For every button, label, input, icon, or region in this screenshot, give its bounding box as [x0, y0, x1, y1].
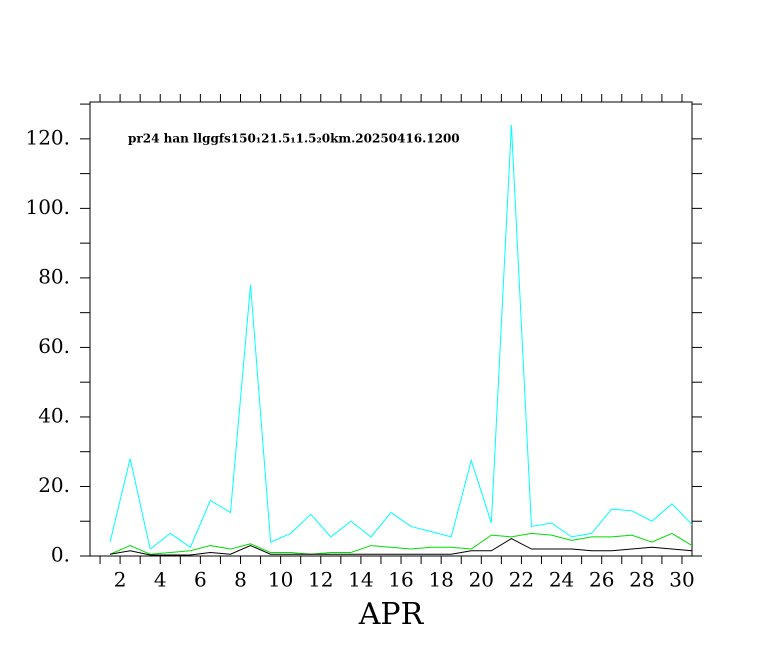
series-line — [109, 124, 693, 550]
plot-frame — [89, 101, 693, 557]
y-tick-label: 0. — [51, 543, 70, 567]
x-tick-label: 30 — [669, 568, 694, 592]
series-line — [109, 532, 693, 555]
y-tick-label: 80. — [38, 264, 70, 288]
x-tick-label: 24 — [549, 568, 574, 592]
x-tick-label: 10 — [268, 568, 293, 592]
x-tick-label: 16 — [388, 568, 413, 592]
x-tick-label: 14 — [348, 568, 373, 592]
x-tick-label: 4 — [154, 568, 167, 592]
x-tick-label: 20 — [469, 568, 494, 592]
y-tick-label: 100. — [25, 195, 70, 219]
x-tick-label: 18 — [428, 568, 453, 592]
x-tick-label: 12 — [308, 568, 333, 592]
x-tick-label: 6 — [194, 568, 207, 592]
x-tick-label: 26 — [589, 568, 614, 592]
y-tick-label: 40. — [38, 403, 70, 427]
series-line — [109, 538, 693, 556]
x-tick-label: 22 — [509, 568, 534, 592]
x-tick-label: 28 — [629, 568, 654, 592]
x-axis-label: APR — [358, 597, 425, 632]
x-tick-label: 8 — [234, 568, 247, 592]
y-tick-label: 120. — [25, 125, 70, 149]
annotation: pr24 han llggfs150₁21.5₁1.5₂0km.20250416… — [128, 132, 460, 146]
x-tick-label: 2 — [114, 568, 127, 592]
y-tick-label: 60. — [38, 334, 70, 358]
y-tick-label: 20. — [38, 473, 70, 497]
